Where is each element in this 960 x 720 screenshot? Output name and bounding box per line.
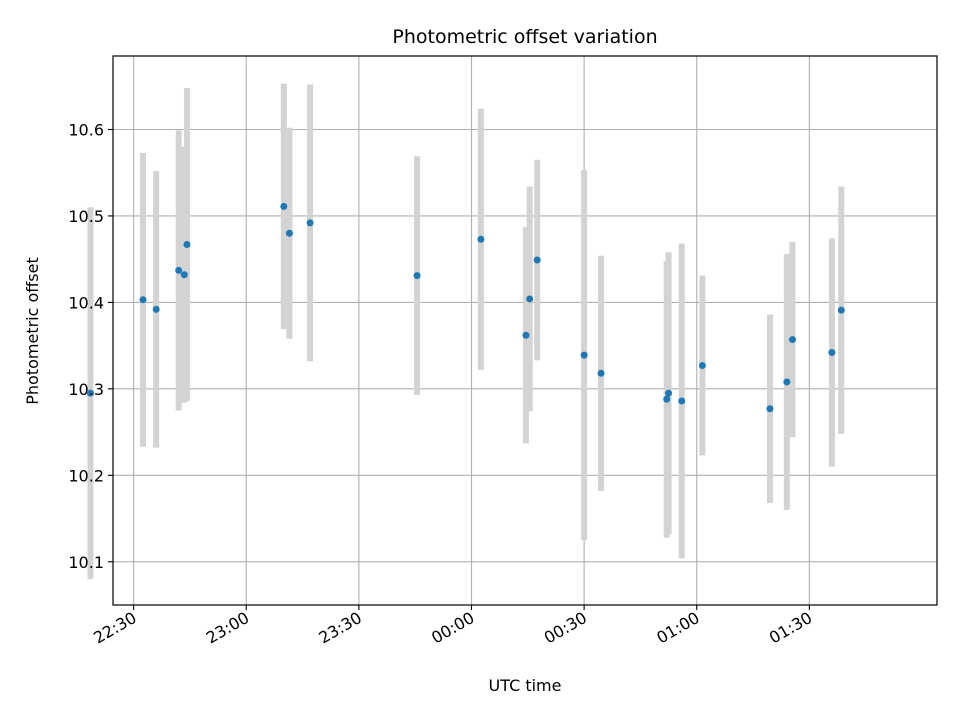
data-point (280, 202, 288, 210)
data-point (139, 296, 147, 304)
data-point (86, 389, 94, 397)
data-point (285, 229, 293, 237)
data-point (183, 240, 191, 248)
data-point (413, 272, 421, 280)
data-point (306, 219, 314, 227)
y-tick-label: 10.6 (68, 120, 104, 139)
data-point (678, 397, 686, 405)
data-point (665, 389, 673, 397)
data-point (533, 256, 541, 264)
data-point (766, 405, 774, 413)
y-tick-label: 10.2 (68, 466, 104, 485)
data-point (175, 266, 183, 274)
y-tick-label: 10.5 (68, 207, 104, 226)
data-point (783, 378, 791, 386)
point-layer (86, 202, 845, 413)
data-point (477, 235, 485, 243)
data-point (828, 349, 836, 357)
plot-frame (112, 55, 938, 606)
data-point (526, 295, 534, 303)
y-tick-label: 10.1 (68, 553, 104, 572)
x-axis-title: UTC time (489, 676, 562, 695)
data-point (580, 351, 588, 359)
data-point (837, 306, 845, 314)
data-point (152, 305, 160, 313)
y-tick-label: 10.4 (68, 293, 104, 312)
data-point (597, 369, 605, 377)
data-point (663, 395, 671, 403)
data-point (180, 271, 188, 279)
data-point (522, 331, 530, 339)
chart-title: Photometric offset variation (392, 26, 657, 48)
y-tick-label: 10.3 (68, 380, 104, 399)
data-point (698, 362, 706, 370)
y-axis-title: Photometric offset (23, 257, 42, 405)
data-point (788, 336, 796, 344)
